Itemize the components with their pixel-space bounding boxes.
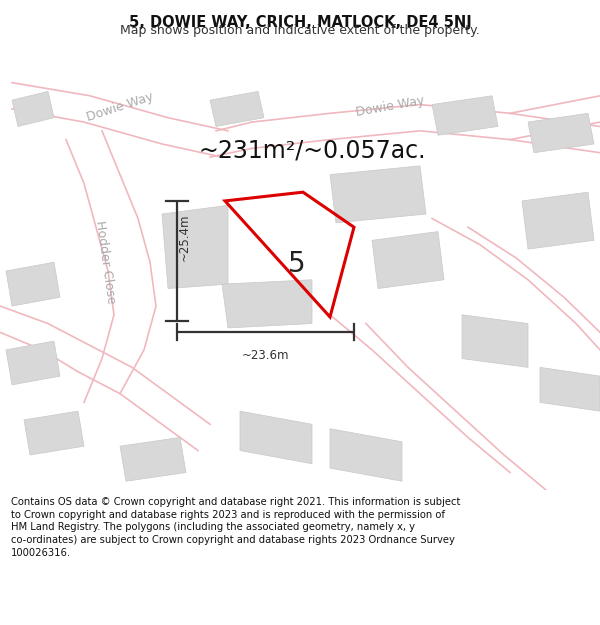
Text: Contains OS data © Crown copyright and database right 2021. This information is : Contains OS data © Crown copyright and d… <box>11 497 460 558</box>
Polygon shape <box>6 341 60 385</box>
Polygon shape <box>24 411 84 455</box>
Polygon shape <box>210 91 264 126</box>
Polygon shape <box>120 438 186 481</box>
Polygon shape <box>0 306 210 451</box>
Text: 5, DOWIE WAY, CRICH, MATLOCK, DE4 5NJ: 5, DOWIE WAY, CRICH, MATLOCK, DE4 5NJ <box>128 14 472 29</box>
Text: 5: 5 <box>288 251 306 278</box>
Polygon shape <box>222 280 312 328</box>
Polygon shape <box>330 429 402 481</box>
Polygon shape <box>432 219 600 350</box>
Polygon shape <box>240 411 312 464</box>
Polygon shape <box>162 205 228 289</box>
Text: Dowie Way: Dowie Way <box>355 94 425 119</box>
Polygon shape <box>372 232 444 289</box>
Text: Dowie Way: Dowie Way <box>85 90 155 124</box>
Polygon shape <box>6 262 60 306</box>
Polygon shape <box>330 166 426 223</box>
Polygon shape <box>12 82 228 157</box>
Text: ~25.4m: ~25.4m <box>178 214 191 261</box>
Polygon shape <box>12 91 54 126</box>
Text: Map shows position and indicative extent of the property.: Map shows position and indicative extent… <box>120 24 480 38</box>
Polygon shape <box>522 192 594 249</box>
Polygon shape <box>66 131 156 403</box>
Text: Hodder Close: Hodder Close <box>93 220 117 305</box>
Polygon shape <box>330 315 546 490</box>
Polygon shape <box>432 96 498 135</box>
Polygon shape <box>252 104 600 152</box>
Polygon shape <box>528 113 594 152</box>
Polygon shape <box>462 315 528 368</box>
Polygon shape <box>540 368 600 411</box>
Text: ~23.6m: ~23.6m <box>242 349 289 362</box>
Text: ~231m²/~0.057ac.: ~231m²/~0.057ac. <box>198 139 426 162</box>
